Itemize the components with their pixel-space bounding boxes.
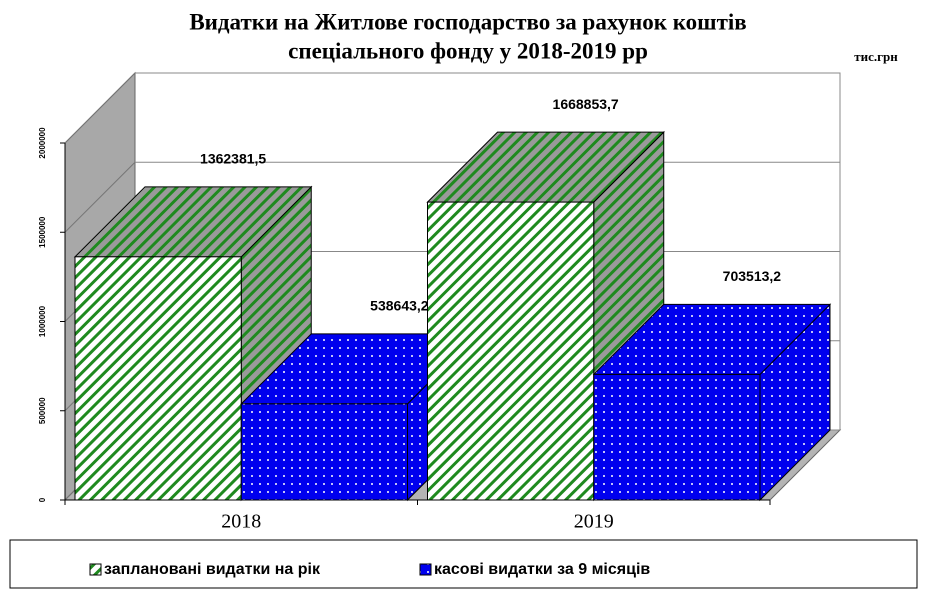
unit-label: тис.грн (854, 49, 898, 64)
y-tick-label: 2000000 (38, 127, 47, 159)
legend-swatch (89, 563, 102, 576)
y-tick-label: 1500000 (38, 216, 47, 248)
y-tick-label: 1000000 (38, 305, 47, 337)
bar (593, 373, 761, 501)
x-tick-label: 2019 (574, 511, 614, 533)
bar (427, 201, 595, 501)
value-label: 703513,2 (723, 268, 782, 284)
chart-title: спеціального фонду у 2018-2019 рр (288, 38, 648, 63)
x-tick-label: 2018 (221, 511, 261, 533)
chart-title: Видатки на Житлове господарство за рахун… (189, 9, 746, 34)
bar (240, 403, 408, 501)
y-tick-label: 0 (38, 497, 47, 502)
bar (74, 256, 242, 501)
legend-swatch (419, 563, 432, 576)
value-label: 1362381,5 (200, 151, 266, 167)
value-label: 538643,2 (370, 298, 429, 314)
value-label: 1668853,7 (553, 96, 619, 112)
legend-label: заплановані видатки на рік (104, 561, 321, 578)
legend (9, 539, 918, 589)
legend-label: касові видатки за 9 місяців (434, 561, 650, 578)
y-tick-label: 500000 (38, 397, 47, 424)
grid-line (64, 72, 136, 144)
grid-line (64, 161, 136, 233)
